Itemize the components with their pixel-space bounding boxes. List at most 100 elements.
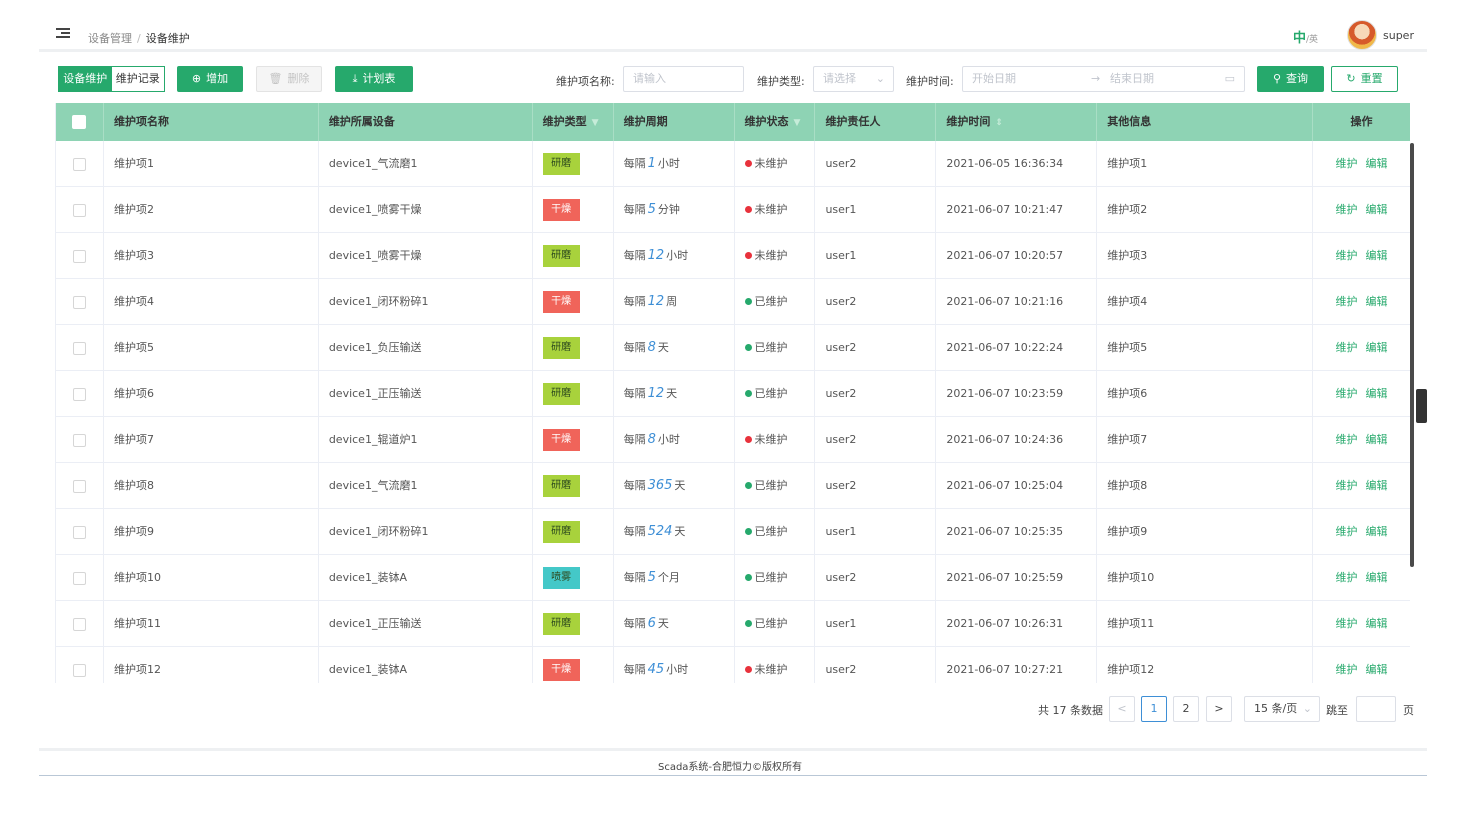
- jump-label: 跳至: [1326, 704, 1348, 717]
- jump-page-input[interactable]: [1356, 696, 1396, 722]
- edit-link[interactable]: 编辑: [1365, 525, 1388, 538]
- cell-type: 干燥: [533, 279, 614, 325]
- maintain-link[interactable]: 维护: [1335, 387, 1358, 400]
- add-button[interactable]: ⊕ 增加: [177, 66, 243, 92]
- maintain-link[interactable]: 维护: [1335, 249, 1358, 262]
- maintain-link[interactable]: 维护: [1335, 571, 1358, 584]
- cycle-unit: 小时: [666, 663, 689, 676]
- cell-actions: 维护 编辑: [1313, 187, 1410, 233]
- maintain-link[interactable]: 维护: [1335, 433, 1358, 446]
- filter-icon[interactable]: ▼: [591, 118, 599, 128]
- maintenance-table: 维护项名称 维护所属设备 维护类型 ▼ 维护周期 维护状态 ▼ 维护责任人 维护时间…: [55, 103, 1410, 683]
- breadcrumb-separator: /: [137, 32, 141, 45]
- cell-device: device1_气流磨1: [319, 463, 533, 509]
- cycle-number: 45: [647, 662, 665, 677]
- edit-link[interactable]: 编辑: [1365, 479, 1388, 492]
- prev-page-button[interactable]: <: [1109, 696, 1135, 722]
- cycle-number: 524: [647, 524, 673, 539]
- row-checkbox[interactable]: [72, 249, 86, 263]
- edit-link[interactable]: 编辑: [1365, 617, 1388, 630]
- cell-cycle: 每隔 12 小时: [614, 233, 735, 279]
- maintain-link[interactable]: 维护: [1335, 479, 1358, 492]
- maintain-link[interactable]: 维护: [1335, 663, 1358, 676]
- cell-device: device1_正压输送: [319, 371, 533, 417]
- cell-info: 维护项5: [1097, 325, 1314, 371]
- row-checkbox[interactable]: [72, 479, 86, 493]
- maintain-link[interactable]: 维护: [1335, 295, 1358, 308]
- cell-info: 维护项9: [1097, 509, 1314, 555]
- header-status[interactable]: 维护状态 ▼: [735, 103, 816, 141]
- cycle-number: 12: [647, 294, 665, 309]
- row-checkbox[interactable]: [72, 433, 86, 447]
- cell-device: device1_装钵A: [319, 555, 533, 601]
- username[interactable]: super: [1383, 29, 1414, 42]
- maintain-link[interactable]: 维护: [1335, 157, 1358, 170]
- avatar[interactable]: [1347, 20, 1377, 50]
- status-text: 未维护: [754, 663, 788, 676]
- cell-info: 维护项2: [1097, 187, 1314, 233]
- status-dot-icon: [744, 205, 752, 213]
- maintain-link[interactable]: 维护: [1335, 203, 1358, 216]
- header-cycle-label: 维护周期: [623, 115, 668, 128]
- table-scrollbar[interactable]: [1410, 143, 1414, 567]
- edit-link[interactable]: 编辑: [1365, 203, 1388, 216]
- row-checkbox[interactable]: [72, 295, 86, 309]
- select-all-checkbox[interactable]: [72, 115, 87, 129]
- page-1-button[interactable]: 1: [1141, 696, 1167, 722]
- refresh-icon: ↻: [1346, 72, 1356, 85]
- header-name: 维护项名称: [104, 103, 319, 141]
- query-button[interactable]: ⚲ 查询: [1257, 66, 1324, 92]
- row-checkbox[interactable]: [72, 663, 86, 677]
- edit-link[interactable]: 编辑: [1365, 157, 1388, 170]
- row-checkbox[interactable]: [72, 157, 86, 171]
- edit-link[interactable]: 编辑: [1365, 295, 1388, 308]
- edit-link[interactable]: 编辑: [1365, 387, 1388, 400]
- next-page-button[interactable]: >: [1206, 696, 1232, 722]
- status-text: 已维护: [754, 571, 788, 584]
- chevron-down-icon: ⌄: [875, 72, 885, 85]
- breadcrumb-item-device-management[interactable]: 设备管理: [88, 32, 132, 45]
- status-dot-icon: [744, 435, 752, 443]
- filter-icon[interactable]: ▼: [793, 118, 801, 128]
- tab-device-maintenance[interactable]: 设备维护: [59, 67, 112, 91]
- row-checkbox[interactable]: [72, 387, 86, 401]
- cell-device: device1_负压输送: [319, 325, 533, 371]
- cell-name: 维护项6: [104, 371, 319, 417]
- language-switch[interactable]: 中/英: [1293, 27, 1318, 46]
- plan-table-button[interactable]: ⤓ 计划表: [335, 66, 413, 92]
- maintain-link[interactable]: 维护: [1335, 617, 1358, 630]
- type-filter-select[interactable]: 请选择 ⌄: [813, 66, 894, 92]
- edit-link[interactable]: 编辑: [1365, 571, 1388, 584]
- delete-button[interactable]: 🗑 删除: [256, 66, 322, 92]
- header-type[interactable]: 维护类型 ▼: [533, 103, 614, 141]
- page-2-button[interactable]: 2: [1173, 696, 1199, 722]
- sort-icon[interactable]: ⇕: [995, 118, 1003, 128]
- row-checkbox[interactable]: [72, 571, 86, 585]
- tab-maintenance-records[interactable]: 维护记录: [115, 72, 160, 85]
- edit-link[interactable]: 编辑: [1365, 663, 1388, 676]
- status-text: 已维护: [754, 341, 788, 354]
- cell-cycle: 每隔 6 天: [614, 601, 735, 647]
- header-select-all[interactable]: [56, 103, 104, 141]
- row-checkbox[interactable]: [72, 525, 86, 539]
- name-filter-input[interactable]: 请输入: [623, 66, 744, 92]
- row-checkbox[interactable]: [72, 341, 86, 355]
- maintain-link[interactable]: 维护: [1335, 525, 1358, 538]
- edit-link[interactable]: 编辑: [1365, 433, 1388, 446]
- menu-fold-icon[interactable]: [56, 28, 70, 39]
- row-checkbox[interactable]: [72, 617, 86, 631]
- reset-button[interactable]: ↻ 重置: [1331, 66, 1398, 92]
- date-range-picker[interactable]: 开始日期 → 结束日期 ▭: [962, 66, 1245, 92]
- row-checkbox[interactable]: [72, 203, 86, 217]
- cycle-number: 5: [647, 202, 656, 217]
- cycle-number: 1: [647, 156, 656, 171]
- edit-link[interactable]: 编辑: [1365, 341, 1388, 354]
- side-drawer-handle[interactable]: [1416, 389, 1427, 423]
- cell-owner: user2: [815, 325, 937, 371]
- header-time[interactable]: 维护时间 ⇕: [936, 103, 1098, 141]
- page-size-select[interactable]: 15 条/页 ⌄: [1244, 696, 1320, 722]
- cell-device: device1_喷雾干燥: [319, 233, 533, 279]
- edit-link[interactable]: 编辑: [1365, 249, 1388, 262]
- maintain-link[interactable]: 维护: [1335, 341, 1358, 354]
